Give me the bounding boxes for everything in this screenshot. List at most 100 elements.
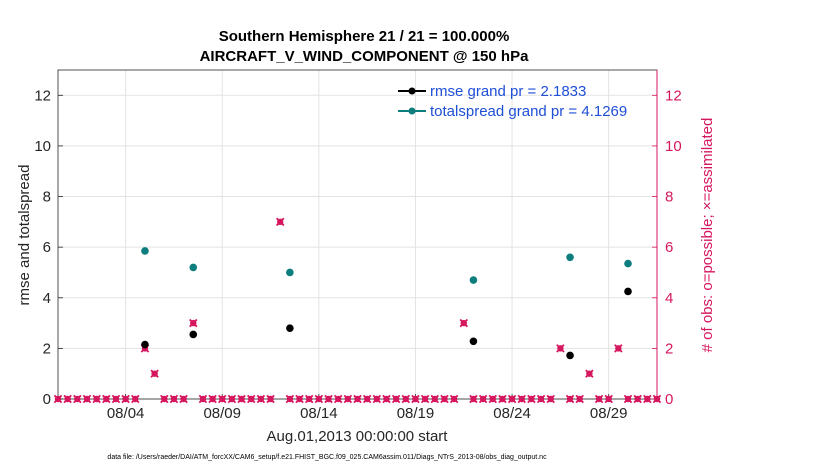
obs-count-point (507, 394, 517, 404)
obs-count-point (227, 394, 237, 404)
obs-assimilated-marker (478, 394, 488, 404)
obs-assimilated-marker (131, 394, 140, 404)
obs-count-point (314, 394, 324, 404)
obs-count-point (585, 369, 594, 378)
obs-assimilated-marker (391, 394, 401, 404)
obs-count-point (53, 394, 63, 404)
y-right-tick-label: 10 (665, 138, 682, 155)
obs-count-point (623, 394, 633, 404)
y-right-tick-label: 8 (665, 189, 673, 206)
obs-count-point (401, 394, 411, 404)
obs-assimilated-marker (643, 394, 652, 404)
obs-count-point (362, 394, 372, 404)
rmse-point (141, 340, 149, 349)
obs-assimilated-marker (208, 394, 217, 404)
obs-count-point (160, 394, 169, 404)
legend-label: totalspread grand pr = 4.1269 (430, 103, 627, 120)
x-axis-ticks: 08/04 08/09 08/14 08/19 08/24 08/29 (107, 394, 627, 422)
obs-assimilated-marker (150, 369, 159, 378)
obs-count-point (449, 394, 459, 404)
x-tick-label: 08/24 (493, 405, 531, 422)
legend-label: rmse grand pr = 2.1833 (430, 83, 586, 100)
totalspread-point (286, 268, 294, 277)
obs-assimilated-marker (536, 394, 546, 404)
obs-count-point (556, 344, 565, 353)
obs-assimilated-marker (324, 394, 333, 404)
obs-assimilated-marker (246, 394, 256, 404)
obs-assimilated-marker (353, 394, 362, 404)
rmse-point (286, 324, 294, 332)
obs-count-point (295, 394, 304, 404)
obs-assimilated-marker (546, 394, 555, 404)
obs-count-point (73, 394, 82, 404)
obs-assimilated-marker (169, 394, 179, 404)
y-right-tick-label: 4 (665, 290, 673, 307)
obs-assimilated-marker (594, 394, 604, 404)
legend-item-totalspread: totalspread grand pr = 4.1269 (398, 103, 627, 120)
obs-count-point (198, 394, 208, 404)
obs-count-point (275, 217, 285, 227)
obs-count-point (246, 394, 256, 404)
obs-assimilated-marker (295, 394, 304, 404)
obs-count-point (208, 394, 217, 404)
totalspread-series (141, 247, 632, 284)
obs-count-point (169, 394, 179, 404)
obs-assimilated-marker (449, 394, 459, 404)
y-axis-left-label: rmse and totalspread (16, 165, 33, 306)
obs-count-point (189, 318, 198, 328)
obs-count-point (614, 344, 623, 353)
obs-assimilated-marker (227, 394, 237, 404)
obs-count-point (82, 394, 92, 404)
obs-assimilated-marker (440, 394, 449, 404)
totalspread-point (566, 253, 574, 262)
obs-count-point (411, 394, 420, 404)
rmse-point (624, 287, 632, 296)
y-right-tick-label: 12 (665, 87, 682, 104)
obs-count-point (150, 369, 159, 378)
obs-count-point (333, 394, 343, 404)
obs-count-point (63, 394, 72, 404)
obs-count-point (546, 394, 555, 404)
plot-area (58, 70, 657, 399)
x-tick-label: 08/09 (203, 405, 241, 422)
obs-count-point (266, 394, 275, 404)
obs-assimilated-marker (304, 394, 314, 404)
obs-assimilated-marker (372, 394, 382, 404)
obs-assimilated-marker (92, 394, 101, 404)
y-left-tick-label: 2 (43, 340, 51, 357)
obs-assimilated-marker (111, 394, 121, 404)
rmse-point (469, 337, 478, 346)
obs-assimilated-marker (121, 394, 130, 404)
obs-assimilated-marker (420, 394, 430, 404)
obs-count-point (488, 394, 497, 404)
x-axis-label: Aug.01,2013 00:00:00 start (267, 428, 449, 445)
obs-assimilated-marker (623, 394, 633, 404)
obs-assimilated-marker (53, 394, 63, 404)
obs-count-point (633, 394, 642, 404)
obs-count-point (121, 394, 130, 404)
obs-assimilated-marker (507, 394, 517, 404)
obs-count-point (304, 394, 314, 404)
obs-count-point (594, 394, 604, 404)
obs-assimilated-marker (411, 394, 420, 404)
obs-count-point (430, 394, 440, 404)
obs-assimilated-marker (179, 394, 188, 404)
obs-count-point (237, 394, 246, 404)
obs-count-point (440, 394, 449, 404)
data-series (141, 247, 632, 360)
y-axis-right-label: # of obs: o=possible; ×=assimilated (699, 118, 716, 353)
totalspread-point (469, 276, 478, 284)
obs-count-point (102, 394, 111, 404)
obs-count-point (131, 394, 140, 404)
obs-assimilated-marker (314, 394, 324, 404)
obs-count-point (498, 394, 507, 404)
obs-count-point (420, 394, 430, 404)
y-right-tick-label: 0 (665, 391, 673, 408)
y-left-tick-label: 0 (43, 391, 51, 408)
obs-assimilated-marker (285, 394, 295, 404)
totalspread-point (141, 247, 149, 255)
obs-assimilated-marker (256, 394, 266, 404)
legend-item-rmse: rmse grand pr = 2.1833 (398, 83, 586, 100)
obs-assimilated-marker (102, 394, 111, 404)
